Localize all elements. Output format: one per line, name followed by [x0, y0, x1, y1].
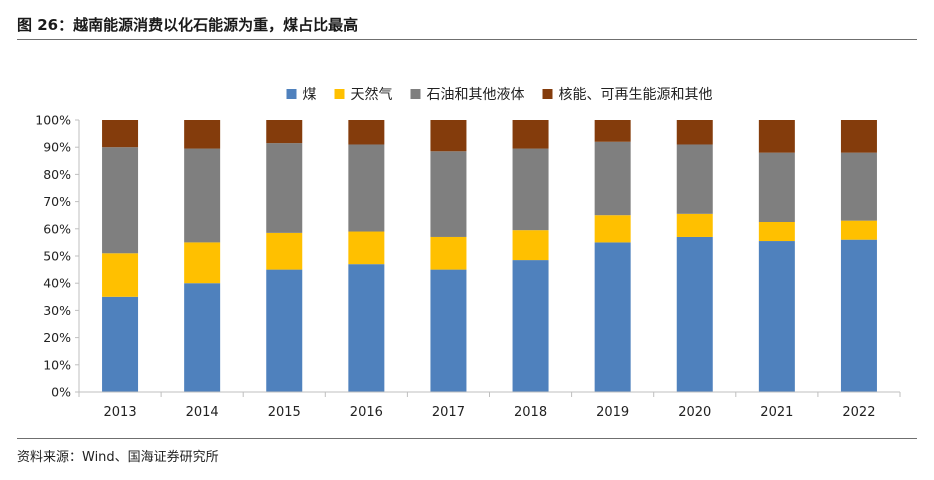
x-axis: 2013 2014 2015 2016 2017 2018 2019 2020 2021 2022: [78, 391, 901, 420]
y-tick-label: 40%: [43, 276, 71, 291]
bar-segment-1: [430, 269, 467, 392]
y-tick-label: 20%: [43, 330, 71, 345]
bar-segment-2: [840, 220, 877, 240]
bar-segment-3: [184, 148, 221, 243]
x-tick-label: 2015: [268, 405, 301, 420]
bar-segment-4: [594, 120, 631, 142]
bar-segment-3: [594, 141, 631, 216]
legend-label: 核能、可再生能源和其他: [559, 87, 713, 103]
y-tick-label: 0%: [51, 385, 71, 400]
bar-group-2015: [266, 120, 303, 392]
bar-segment-3: [676, 144, 713, 214]
y-tick-label: 90%: [43, 140, 71, 155]
legend-item-3: 石油和其他液体: [410, 87, 525, 103]
x-tick-label: 2020: [678, 405, 711, 420]
source-divider: [17, 438, 917, 439]
legend-swatch: [410, 89, 421, 99]
y-tick-label: 10%: [43, 357, 71, 372]
bar-group-2017: [430, 120, 467, 392]
bar-segment-2: [758, 222, 795, 242]
title-divider: [17, 39, 917, 40]
x-tick-label: 2018: [514, 405, 547, 420]
legend-item-1: 煤: [286, 87, 317, 103]
bar-segment-1: [512, 260, 549, 392]
legend-item-4: 核能、可再生能源和其他: [542, 87, 713, 103]
bar-group-2018: [512, 120, 549, 392]
bar-segment-2: [594, 215, 631, 243]
legend-swatch: [334, 89, 345, 99]
bar-segment-1: [102, 296, 139, 392]
bar-segment-2: [512, 230, 549, 261]
bar-segment-4: [266, 120, 303, 144]
bar-group-2019: [594, 120, 631, 392]
x-tick-label: 2019: [596, 405, 629, 420]
stacked-bar-chart: 煤 天然气 石油和其他液体 核能、可再生能源和其他 0% 10% 20% 30% 40% 50%…: [35, 86, 901, 420]
bar-segment-2: [430, 236, 467, 270]
bar-segment-2: [184, 242, 221, 284]
bar-segment-4: [758, 120, 795, 153]
bar-group-2013: [102, 120, 139, 392]
bar-segment-3: [102, 147, 139, 254]
bar-segment-1: [266, 269, 303, 392]
x-tick-label: 2022: [842, 405, 875, 420]
bar-segment-4: [840, 120, 877, 153]
x-tick-label: 2014: [186, 405, 219, 420]
y-tick-label: 100%: [35, 113, 71, 128]
y-tick-label: 50%: [43, 249, 71, 264]
bar-group-2014: [184, 120, 221, 392]
bar-segment-3: [840, 152, 877, 221]
bar-group-2022: [840, 120, 877, 392]
bars: [102, 120, 877, 392]
y-tick-label: 70%: [43, 194, 71, 209]
bar-segment-1: [758, 241, 795, 392]
bar-segment-3: [266, 143, 303, 233]
bar-group-2016: [348, 120, 385, 392]
x-tick-label: 2016: [350, 405, 383, 420]
legend-swatch: [542, 89, 553, 99]
figure-title: 图 26：越南能源消费以化石能源为重，煤占比最高: [17, 16, 359, 34]
bar-segment-4: [430, 120, 467, 152]
legend-label: 煤: [303, 87, 317, 103]
bar-segment-2: [676, 213, 713, 237]
bar-segment-4: [512, 120, 549, 149]
bar-segment-4: [184, 120, 221, 149]
bar-segment-3: [348, 144, 385, 232]
bar-segment-2: [348, 231, 385, 265]
bar-segment-2: [266, 232, 303, 270]
bar-segment-3: [430, 151, 467, 237]
bar-group-2021: [758, 120, 795, 392]
x-tick-label: 2021: [760, 405, 793, 420]
bar-segment-1: [840, 239, 877, 392]
legend-label: 石油和其他液体: [427, 87, 525, 103]
bar-segment-1: [348, 264, 385, 392]
y-axis: 0% 10% 20% 30% 40% 50% 60% 70% 80% 90% 100%: [35, 113, 80, 400]
y-tick-label: 80%: [43, 167, 71, 182]
bar-segment-1: [594, 242, 631, 392]
bar-segment-3: [758, 152, 795, 222]
legend-label: 天然气: [351, 86, 393, 103]
legend-swatch: [286, 89, 297, 99]
bar-segment-4: [676, 120, 713, 145]
bar-segment-1: [676, 236, 713, 392]
x-tick-label: 2013: [104, 405, 137, 420]
chart-legend: 煤 天然气 石油和其他液体 核能、可再生能源和其他: [286, 86, 713, 103]
bar-segment-3: [512, 148, 549, 231]
bar-group-2020: [676, 120, 713, 392]
legend-item-2: 天然气: [334, 86, 393, 103]
x-tick-label: 2017: [432, 405, 465, 420]
y-tick-label: 30%: [43, 303, 71, 318]
bar-segment-1: [184, 283, 221, 392]
bar-segment-4: [348, 120, 385, 145]
bar-segment-2: [102, 253, 139, 297]
y-tick-label: 60%: [43, 221, 71, 236]
source-note: 资料来源：Wind、国海证券研究所: [17, 450, 219, 465]
bar-segment-4: [102, 120, 139, 148]
